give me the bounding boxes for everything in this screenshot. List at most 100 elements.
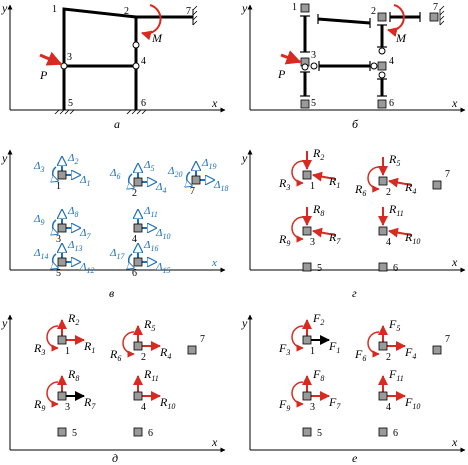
reaction-label: F10 [404, 395, 420, 411]
dof-label: Δ6 [109, 167, 120, 181]
dof-label: Δ17 [109, 247, 125, 261]
node-label: 6 [393, 263, 398, 274]
dof-label: Δ15 [155, 261, 170, 275]
reaction-label: R1 [83, 339, 95, 355]
node-6-label: 6 [389, 98, 394, 109]
node-5-label: 5 [311, 98, 316, 109]
dof-label: Δ7 [79, 227, 91, 241]
dof-nodes: 1Δ1Δ2Δ32Δ4Δ5Δ63Δ7Δ8Δ94Δ10Δ115Δ12Δ13Δ146Δ… [33, 152, 228, 279]
dof-label: Δ11 [143, 205, 158, 219]
hinge-3 [60, 62, 68, 70]
reaction-label: F1 [328, 339, 340, 355]
node-label: 5 [72, 428, 77, 439]
reaction-label: R9 [33, 397, 45, 413]
node-label: 3 [56, 234, 61, 245]
node-5 [300, 99, 310, 109]
node-1 [302, 335, 312, 345]
node-7 [187, 345, 197, 355]
reaction-label: F5 [388, 317, 400, 333]
reaction-label: R4 [159, 345, 171, 361]
node-2-label: 2 [371, 6, 376, 17]
node-label: 1 [310, 181, 315, 192]
y-axis-label: y [241, 316, 248, 330]
dof-label: Δ12 [79, 261, 94, 275]
reaction-label: R8 [312, 202, 324, 218]
reaction-label: R4 [404, 180, 416, 196]
panel-a: y x P M 1 2 3 4 [1, 1, 226, 131]
y-axis-label: y [241, 1, 248, 15]
node-4 [378, 226, 388, 236]
node-7-label: 7 [186, 6, 191, 17]
reaction-label: R1 [328, 174, 340, 190]
node-label: 2 [141, 352, 146, 363]
node-5-label: 5 [68, 98, 73, 109]
reaction-label: R6 [109, 347, 121, 363]
node-4 [133, 391, 143, 401]
node-label: 1 [65, 346, 70, 357]
node-1 [57, 170, 67, 180]
node-6 [133, 427, 143, 437]
node-1-label: 1 [52, 4, 57, 15]
reaction-label: R2 [312, 146, 324, 162]
node-label: 4 [386, 402, 391, 413]
reaction-label: F7 [328, 395, 341, 411]
dof-arrow-rot [53, 253, 58, 268]
dof-label: Δ8 [67, 205, 78, 219]
reaction-label: F2 [312, 311, 324, 327]
node-6 [133, 257, 143, 267]
node-6 [377, 99, 387, 109]
reaction-label: R10 [159, 395, 175, 411]
node-5 [57, 257, 67, 267]
node-label: 2 [386, 187, 391, 198]
moment-M-arrow [141, 4, 162, 41]
panel-e-caption: е [352, 451, 358, 465]
node-1 [300, 3, 310, 13]
dof-arrow-rot [187, 171, 192, 186]
reaction-label: F4 [404, 345, 416, 361]
reaction-label: R9 [278, 232, 290, 248]
node-label: 7 [200, 334, 205, 345]
reaction-label: F6 [354, 347, 366, 363]
x-axis-label: x [451, 96, 458, 110]
node-4 [378, 391, 388, 401]
x-axis-label: x [211, 257, 217, 269]
node-label: 7 [190, 186, 195, 197]
x-axis-label: x [211, 435, 218, 449]
panel-d-caption: д [112, 451, 118, 465]
node-3 [57, 391, 67, 401]
force-P-label: P [277, 67, 286, 81]
node-label: 4 [132, 234, 137, 245]
dof-label: Δ16 [143, 239, 158, 253]
panel-b: y x [241, 1, 466, 131]
reaction-label: F8 [312, 367, 324, 383]
node-1 [302, 170, 312, 180]
node-2-label: 2 [124, 6, 129, 17]
node-7 [432, 180, 442, 190]
node-5 [302, 262, 312, 272]
node-6 [378, 262, 388, 272]
y-axis-label: y [241, 151, 248, 165]
node-label: 3 [65, 402, 70, 413]
reaction-label: R11 [143, 367, 159, 383]
node-7 [429, 12, 439, 22]
reaction-label: R11 [388, 202, 404, 218]
node-7 [432, 345, 442, 355]
node-1-label: 1 [292, 2, 297, 13]
node-label: 4 [141, 402, 146, 413]
x-axis-label: x [451, 435, 458, 449]
node-2 [378, 341, 388, 351]
node-label: 6 [132, 268, 137, 279]
reaction-label: R7 [328, 230, 341, 246]
node-label: 5 [317, 263, 322, 274]
dof-arrow-rot [129, 253, 134, 268]
node-6-label: 6 [141, 98, 146, 109]
node-3-label: 3 [67, 52, 72, 63]
hinge-mid [132, 41, 140, 49]
